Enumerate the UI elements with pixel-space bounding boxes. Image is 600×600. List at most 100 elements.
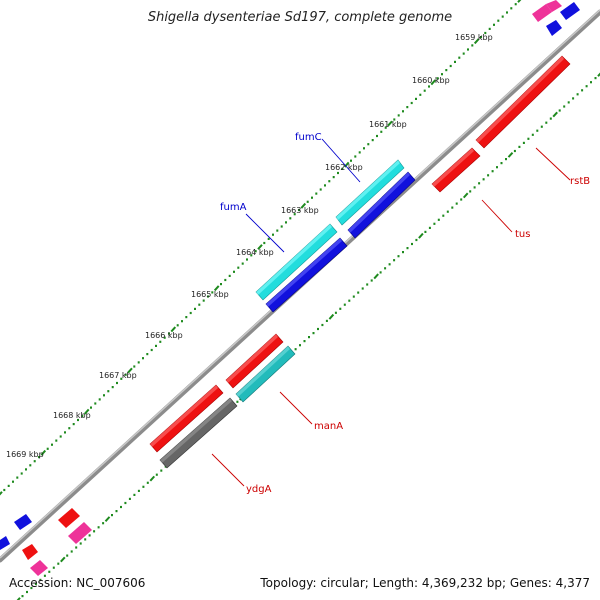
tick-minor [419, 93, 422, 96]
gene-label-ydgA: ydgA [246, 484, 272, 495]
gene-tus[interactable] [431, 147, 481, 193]
gene-pink-topright-2[interactable] [546, 0, 562, 12]
gene-label-fumA: fumA [220, 202, 247, 213]
tick-minor [311, 196, 313, 199]
tick-label-1669: 1669 kbp [6, 450, 44, 459]
tick-minor [75, 546, 78, 549]
tick-minor [406, 106, 409, 109]
tick-minor [393, 259, 396, 262]
tick-minor [497, 19, 500, 22]
tick-minor [68, 427, 71, 430]
gene-blue-bottomleft-1[interactable] [14, 514, 32, 530]
tick-minor [388, 263, 391, 266]
label-leaders [211, 138, 571, 487]
tick-minor [155, 473, 158, 476]
tick-minor [334, 311, 337, 314]
inner-tick-ring [15, 71, 600, 600]
tick-minor [146, 353, 149, 356]
gene-blue-topright-1[interactable] [560, 2, 580, 20]
gene-label-tus: tus [515, 229, 530, 240]
gene-blue-upper[interactable] [347, 171, 416, 239]
tick-minor [250, 254, 253, 257]
gene-blue-bottomleft-2[interactable] [0, 536, 10, 550]
gene-pink-bottomleft-1[interactable] [68, 522, 92, 544]
tick-minor [397, 114, 400, 117]
tick-minor [393, 118, 396, 121]
tick-minor [21, 595, 24, 598]
tick-minor [146, 481, 149, 484]
tick-minor [433, 222, 436, 225]
tick-minor [480, 36, 482, 39]
gene-red-bottomleft-2[interactable] [22, 544, 38, 560]
tick-minor [155, 344, 157, 347]
tick-minor [572, 97, 575, 100]
gene-rstB[interactable] [475, 55, 571, 149]
tick-minor [487, 174, 490, 177]
tick-major [213, 285, 220, 292]
tick-major [0, 491, 3, 497]
tick-minor [513, 149, 516, 153]
tick-minor [124, 501, 127, 505]
tick-minor [352, 295, 355, 298]
tick-minor [545, 121, 548, 124]
tick-minor [115, 510, 118, 513]
tick-minor [133, 365, 136, 368]
gene-pink-topright-1[interactable] [532, 4, 552, 22]
tick-minor [315, 192, 318, 195]
tick-minor [506, 11, 508, 14]
gene-manA[interactable] [235, 345, 296, 403]
tick-minor [97, 526, 100, 529]
tick-minor [246, 258, 248, 261]
tick-minor [376, 134, 378, 138]
tick-minor [137, 361, 140, 364]
tick-minor [3, 488, 6, 492]
tick-minor [339, 307, 342, 310]
tick-minor [379, 271, 382, 274]
tick-minor [460, 198, 463, 201]
gene-pink-bottomleft-2[interactable] [30, 560, 48, 576]
tick-major [40, 449, 47, 456]
tick-minor [343, 303, 346, 306]
tick-minor [366, 283, 369, 286]
tick-minor [567, 101, 570, 104]
gene-red-lower-left[interactable] [149, 384, 224, 453]
tick-minor [12, 480, 14, 483]
gene-blue-topright-2[interactable] [546, 20, 562, 36]
tick-minor [467, 48, 469, 51]
tick-major [83, 408, 90, 415]
tick-minor [30, 586, 33, 590]
tick-minor [328, 180, 331, 183]
tick-minor [484, 31, 487, 35]
tick-minor [88, 534, 91, 537]
tick-minor [289, 217, 292, 220]
tick-minor [72, 423, 75, 426]
tick-minor [263, 241, 266, 245]
tick-minor [211, 291, 214, 294]
tick-major [257, 244, 263, 250]
tick-major [430, 79, 437, 86]
tick-minor [585, 85, 588, 88]
tick-major [517, 0, 523, 3]
tick-minor [48, 570, 51, 573]
tick-minor [160, 469, 163, 472]
map-title: Shigella dysenteriae Sd197, complete gen… [147, 10, 453, 25]
tick-minor [77, 418, 79, 422]
tick-label-1663: 1663 kbp [281, 206, 319, 215]
gene-ydgA[interactable] [159, 397, 238, 469]
tick-major [149, 475, 156, 482]
tick-major [473, 38, 480, 45]
tick-minor [581, 89, 584, 92]
tick-minor [348, 299, 351, 302]
tick-minor [70, 550, 73, 553]
tick-minor [39, 578, 42, 581]
tick-minor [337, 171, 339, 175]
gene-red-bottomleft-1[interactable] [58, 508, 80, 528]
tick-major [387, 120, 393, 127]
tick-minor [142, 357, 144, 360]
tick-minor [26, 590, 28, 594]
tick-minor [93, 530, 96, 533]
tick-major [328, 313, 335, 320]
tick-minor [321, 323, 324, 327]
tick-minor [294, 348, 297, 351]
